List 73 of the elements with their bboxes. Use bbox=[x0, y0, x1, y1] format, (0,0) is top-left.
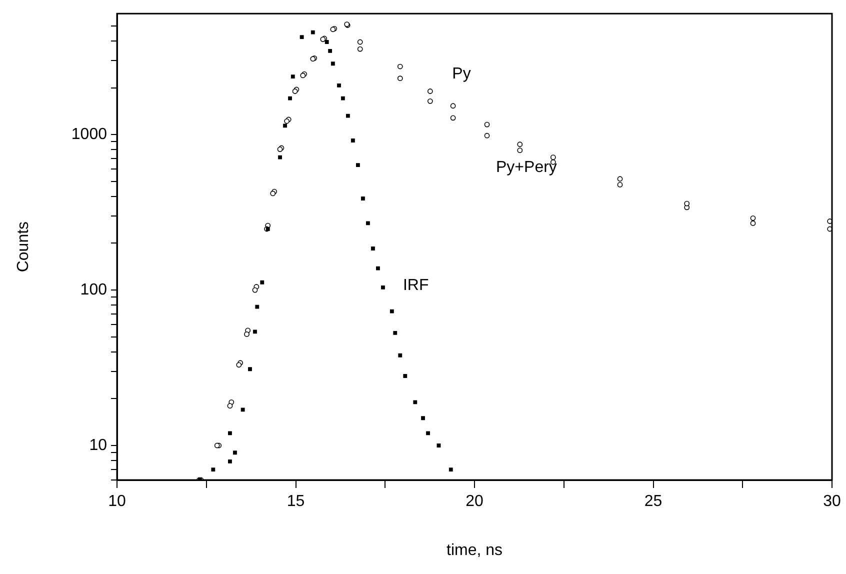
series-label: Py bbox=[452, 66, 471, 83]
point bbox=[403, 374, 408, 378]
point bbox=[827, 226, 832, 232]
point bbox=[684, 200, 690, 206]
point bbox=[310, 30, 315, 34]
x-axis-title: time, ns bbox=[446, 542, 503, 559]
point bbox=[211, 468, 216, 472]
point bbox=[550, 154, 556, 160]
point bbox=[617, 176, 623, 182]
point bbox=[228, 431, 232, 436]
point bbox=[427, 88, 433, 94]
point bbox=[397, 64, 403, 70]
point bbox=[255, 304, 260, 309]
point bbox=[260, 280, 264, 284]
point bbox=[328, 49, 332, 53]
point bbox=[448, 468, 453, 472]
point bbox=[244, 331, 250, 337]
point bbox=[436, 444, 441, 448]
point bbox=[357, 39, 363, 45]
point bbox=[300, 35, 304, 39]
x-tick-label: 20 bbox=[466, 493, 484, 510]
point bbox=[617, 182, 623, 188]
point bbox=[324, 40, 329, 44]
point bbox=[484, 122, 490, 128]
point bbox=[227, 403, 233, 409]
point bbox=[240, 408, 245, 412]
point bbox=[450, 103, 456, 109]
point bbox=[252, 287, 258, 293]
point bbox=[450, 115, 456, 121]
point bbox=[337, 84, 341, 88]
point bbox=[517, 142, 523, 148]
point bbox=[371, 246, 375, 250]
point bbox=[278, 155, 282, 160]
point bbox=[361, 196, 365, 200]
point bbox=[421, 416, 425, 420]
point bbox=[283, 124, 287, 128]
point bbox=[426, 431, 430, 436]
point bbox=[330, 62, 335, 66]
y-axis-title: Counts bbox=[15, 221, 32, 272]
point bbox=[413, 400, 418, 404]
point bbox=[350, 138, 355, 142]
x-tick-label: 25 bbox=[644, 493, 662, 510]
point bbox=[253, 330, 257, 334]
point bbox=[248, 367, 252, 372]
point bbox=[290, 74, 295, 79]
series-label: Py+Pery bbox=[496, 159, 557, 176]
x-tick-label: 30 bbox=[823, 493, 841, 510]
point bbox=[750, 220, 756, 226]
y-tick-label: 10 bbox=[89, 436, 108, 454]
point bbox=[376, 266, 380, 270]
point bbox=[390, 309, 394, 314]
y-tick-label: 100 bbox=[80, 281, 108, 298]
point bbox=[484, 132, 490, 138]
point bbox=[397, 76, 403, 82]
point bbox=[393, 330, 398, 335]
y-tick-label: 1000 bbox=[71, 126, 108, 143]
point bbox=[340, 96, 345, 100]
point bbox=[366, 221, 370, 226]
point bbox=[750, 215, 756, 221]
point bbox=[427, 98, 433, 104]
point bbox=[381, 285, 385, 290]
point bbox=[517, 148, 523, 154]
point bbox=[288, 96, 292, 100]
point bbox=[357, 46, 363, 52]
point bbox=[346, 114, 350, 118]
point bbox=[228, 459, 232, 464]
series-label: IRF bbox=[402, 276, 429, 294]
point bbox=[356, 163, 360, 167]
point bbox=[233, 450, 237, 455]
x-tick-label: 15 bbox=[286, 493, 305, 510]
x-tick-label: 10 bbox=[108, 493, 126, 510]
point bbox=[398, 353, 402, 358]
point bbox=[827, 218, 832, 224]
